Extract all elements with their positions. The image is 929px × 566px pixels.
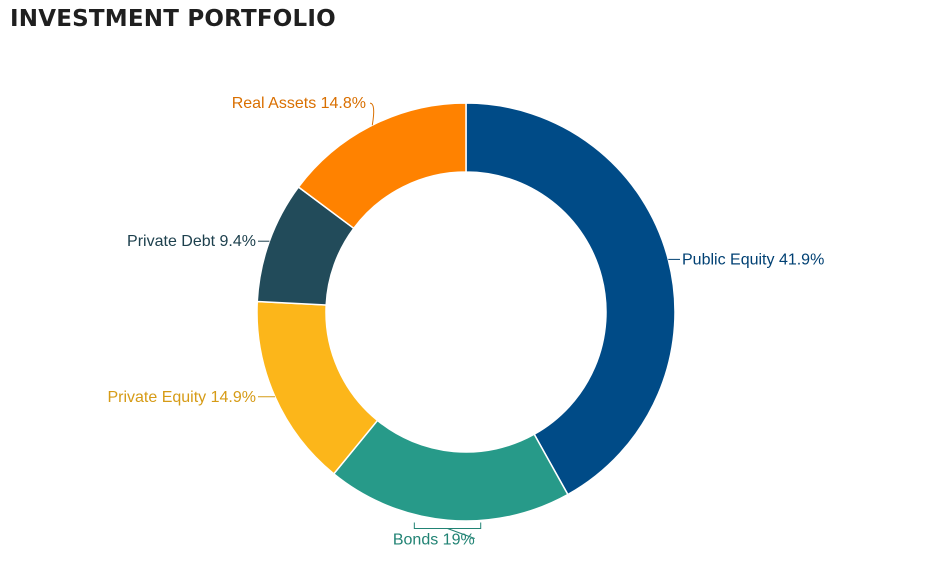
label-public-equity: Public Equity 41.9% (682, 251, 824, 268)
label-private-equity: Private Equity 14.9% (107, 389, 256, 406)
label-real-assets: Real Assets 14.8% (232, 95, 366, 112)
page-title: INVESTMENT PORTFOLIO (10, 6, 336, 32)
slice-bonds (332, 419, 569, 522)
donut-slices (256, 102, 676, 522)
slice-labels: Public Equity 41.9% Bonds 19% Private Equi… (107, 95, 824, 548)
label-private-debt: Private Debt 9.4% (127, 233, 256, 250)
label-bonds: Bonds 19% (393, 531, 475, 548)
label-connectors (258, 102, 680, 539)
connector-bonds (413, 522, 482, 539)
connector-real-assets (369, 102, 375, 126)
slice-real-assets (297, 102, 467, 230)
slice-public-equity (465, 102, 676, 496)
